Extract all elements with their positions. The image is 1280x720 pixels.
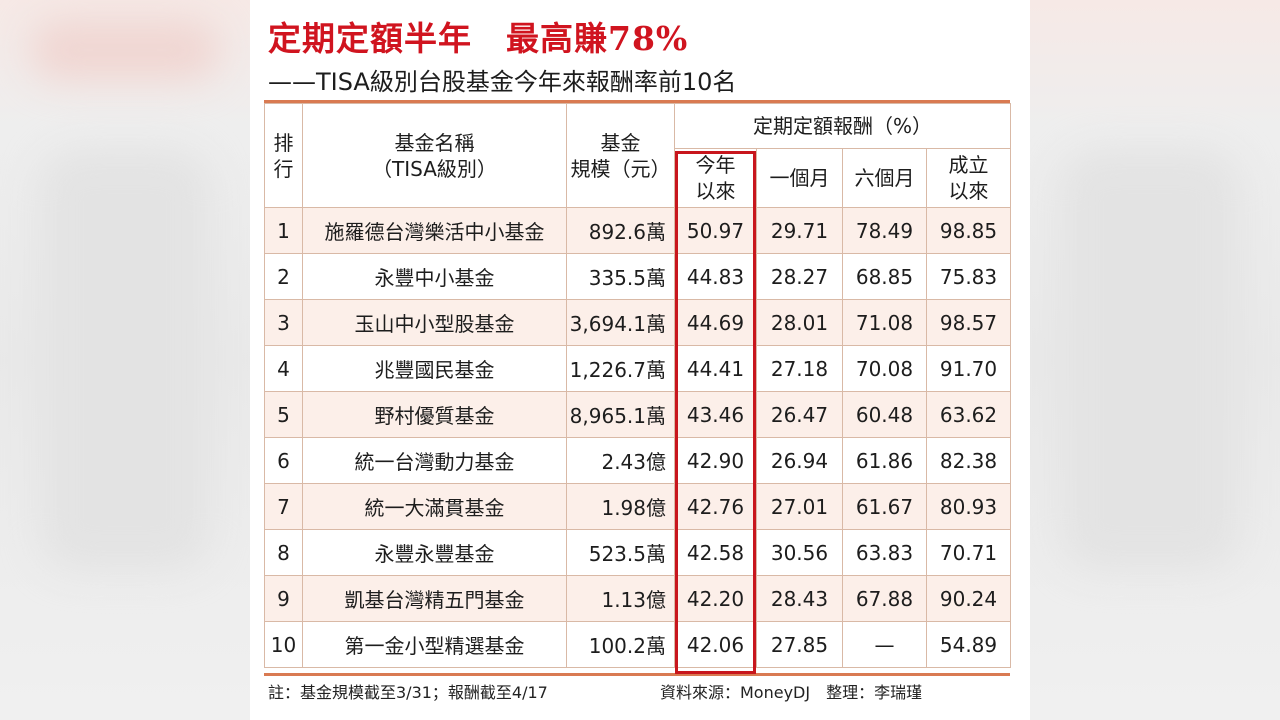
cell-six-month-return: 61.67: [842, 483, 927, 530]
header-return-group: 定期定額報酬（%）: [673, 103, 1012, 149]
cell-fund-size: 1,226.7萬: [566, 345, 675, 392]
cell-fund-size: 2.43億: [566, 437, 675, 484]
table-row: 4 兆豐國民基金 1,226.7萬 44.41 27.18 70.08 91.70: [264, 345, 1012, 392]
cell-six-month-return: 60.48: [842, 391, 927, 438]
cell-fund-size: 335.5萬: [566, 253, 675, 300]
cell-fund-name: 統一台灣動力基金: [302, 437, 567, 484]
table-row: 10 第一金小型精選基金 100.2萬 42.06 27.85—54.89: [264, 621, 1012, 668]
header-ytd: 今年 以來: [674, 148, 757, 208]
cell-one-month-return: 27.18: [756, 345, 843, 392]
cell-six-month-return: 67.88: [842, 575, 927, 622]
cell-one-month-return: 27.85: [756, 621, 843, 668]
cell-six-month-return: 78.49: [842, 207, 927, 254]
blurred-background-left: [0, 0, 250, 720]
cell-rank: 4: [264, 345, 303, 392]
headline: 定期定額半年 最高賺78%: [268, 19, 689, 58]
cell-ytd-return: 42.58: [674, 529, 757, 576]
cell-ytd-return: 44.83: [674, 253, 757, 300]
cell-rank: 5: [264, 391, 303, 438]
cell-ytd-return: 42.20: [674, 575, 757, 622]
cell-since-inception-return: 54.89: [925, 621, 1012, 668]
cell-one-month-return: 28.43: [756, 575, 843, 622]
cell-fund-size: 100.2萬: [566, 621, 675, 668]
cell-six-month-return: 70.08: [842, 345, 927, 392]
header-one-month: 一個月: [756, 148, 843, 208]
cell-fund-size: 8,965.1萬: [566, 391, 675, 438]
cell-fund-name: 玉山中小型股基金: [302, 299, 567, 346]
header-six-month: 六個月: [842, 148, 927, 208]
cell-fund-name: 永豐中小基金: [302, 253, 567, 300]
cell-rank: 7: [264, 483, 303, 530]
subheadline: ——TISA級別台股基金今年來報酬率前10名: [268, 68, 737, 96]
cell-rank: 8: [264, 529, 303, 576]
cell-rank: 9: [264, 575, 303, 622]
cell-six-month-return: 71.08: [842, 299, 927, 346]
fund-ranking-table: 排 行 基金名稱 （TISA級別） 基金 規模（元） 定期定額報酬（%） 今年 …: [264, 100, 1012, 676]
table-row: 1 施羅德台灣樂活中小基金 892.6萬 50.97 29.71 78.49 98.85: [264, 207, 1012, 254]
cell-since-inception-return: 91.70: [925, 345, 1012, 392]
cell-since-inception-return: 82.38: [925, 437, 1012, 484]
cell-fund-size: 1.98億: [566, 483, 675, 530]
cell-ytd-return: 42.76: [674, 483, 757, 530]
cell-one-month-return: 29.71: [756, 207, 843, 254]
table-row: 6 統一台灣動力基金 2.43億 42.90 26.94 61.86 82.38: [264, 437, 1012, 484]
source-credit: 資料來源：MoneyDJ 整理：李瑞瑾: [660, 683, 923, 702]
cell-fund-name: 統一大滿貫基金: [302, 483, 567, 530]
blurred-background-right: [1030, 0, 1280, 720]
footnote: 註：基金規模截至3/31；報酬截至4/17: [268, 683, 548, 702]
cell-ytd-return: 43.46: [674, 391, 757, 438]
cell-six-month-return: 63.83: [842, 529, 927, 576]
cell-ytd-return: 42.06: [674, 621, 757, 668]
cell-six-month-return: —: [842, 621, 927, 668]
cell-since-inception-return: 80.93: [925, 483, 1012, 530]
cell-one-month-return: 26.94: [756, 437, 843, 484]
cell-fund-name: 野村優質基金: [302, 391, 567, 438]
cell-since-inception-return: 70.71: [925, 529, 1012, 576]
cell-six-month-return: 68.85: [842, 253, 927, 300]
infographic-card: 定期定額半年 最高賺78% ——TISA級別台股基金今年來報酬率前10名 排 行…: [250, 0, 1030, 720]
header-since-inception: 成立 以來: [925, 148, 1012, 208]
cell-since-inception-return: 98.57: [925, 299, 1012, 346]
cell-fund-size: 1.13億: [566, 575, 675, 622]
header-fund-name: 基金名稱 （TISA級別）: [302, 103, 567, 208]
cell-one-month-return: 28.01: [756, 299, 843, 346]
cell-fund-name: 凱基台灣精五門基金: [302, 575, 567, 622]
cell-since-inception-return: 75.83: [925, 253, 1012, 300]
table-row: 7 統一大滿貫基金 1.98億 42.76 27.01 61.67 80.93: [264, 483, 1012, 530]
cell-one-month-return: 26.47: [756, 391, 843, 438]
cell-rank: 2: [264, 253, 303, 300]
cell-since-inception-return: 63.62: [925, 391, 1012, 438]
cell-ytd-return: 42.90: [674, 437, 757, 484]
cell-rank: 10: [264, 621, 303, 668]
table-row: 5 野村優質基金 8,965.1萬 43.46 26.47 60.48 63.62: [264, 391, 1012, 438]
cell-fund-size: 523.5萬: [566, 529, 675, 576]
cell-one-month-return: 27.01: [756, 483, 843, 530]
table-row: 8 永豐永豐基金 523.5萬 42.58 30.56 63.83 70.71: [264, 529, 1012, 576]
cell-rank: 3: [264, 299, 303, 346]
cell-since-inception-return: 98.85: [925, 207, 1012, 254]
cell-rank: 6: [264, 437, 303, 484]
cell-fund-name: 第一金小型精選基金: [302, 621, 567, 668]
cell-ytd-return: 44.69: [674, 299, 757, 346]
table-row: 3 玉山中小型股基金 3,694.1萬 44.69 28.01 71.08 98.57: [264, 299, 1012, 346]
cell-fund-name: 兆豐國民基金: [302, 345, 567, 392]
cell-ytd-return: 44.41: [674, 345, 757, 392]
cell-one-month-return: 28.27: [756, 253, 843, 300]
table-row: 9 凱基台灣精五門基金 1.13億 42.20 28.43 67.88 90.24: [264, 575, 1012, 622]
cell-fund-name: 永豐永豐基金: [302, 529, 567, 576]
header-fund-size: 基金 規模（元）: [566, 103, 675, 208]
cell-six-month-return: 61.86: [842, 437, 927, 484]
cell-ytd-return: 50.97: [674, 207, 757, 254]
cell-since-inception-return: 90.24: [925, 575, 1012, 622]
cell-fund-size: 892.6萬: [566, 207, 675, 254]
cell-one-month-return: 30.56: [756, 529, 843, 576]
cell-rank: 1: [264, 207, 303, 254]
cell-fund-size: 3,694.1萬: [566, 299, 675, 346]
header-rank: 排 行: [264, 103, 303, 208]
cell-fund-name: 施羅德台灣樂活中小基金: [302, 207, 567, 254]
table-row: 2 永豐中小基金 335.5萬 44.83 28.27 68.85 75.83: [264, 253, 1012, 300]
